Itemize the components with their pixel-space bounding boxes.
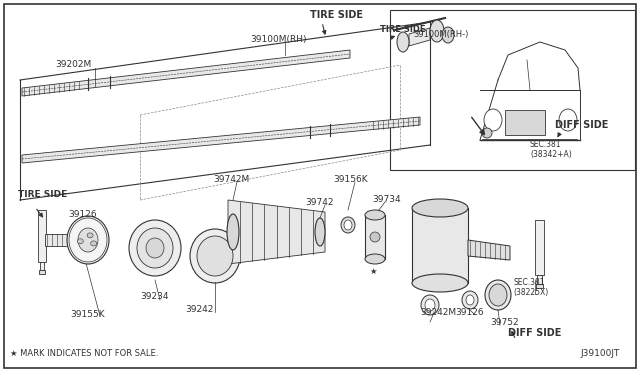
Ellipse shape (370, 232, 380, 242)
Text: 39100M(RH-): 39100M(RH-) (413, 30, 468, 39)
Ellipse shape (227, 214, 239, 250)
Text: 39100M(RH): 39100M(RH) (250, 35, 307, 44)
Text: 39242M: 39242M (420, 308, 456, 317)
Text: 39742: 39742 (305, 198, 333, 207)
Text: 39742M: 39742M (213, 175, 249, 184)
Polygon shape (537, 275, 542, 284)
Ellipse shape (91, 241, 97, 246)
Polygon shape (22, 117, 420, 163)
Polygon shape (412, 208, 468, 283)
Text: TIRE SIDE: TIRE SIDE (18, 190, 67, 199)
Text: SEC.381
(38342+A): SEC.381 (38342+A) (530, 140, 572, 159)
Text: ★ MARK INDICATES NOT FOR SALE.: ★ MARK INDICATES NOT FOR SALE. (10, 349, 158, 358)
Polygon shape (38, 210, 46, 262)
Polygon shape (468, 240, 510, 260)
Text: 39734: 39734 (372, 195, 401, 204)
Ellipse shape (397, 32, 409, 52)
Ellipse shape (466, 295, 474, 305)
Text: 39155K: 39155K (70, 310, 104, 319)
Ellipse shape (146, 238, 164, 258)
Ellipse shape (484, 109, 502, 131)
Text: ★: ★ (369, 267, 377, 276)
Ellipse shape (365, 254, 385, 264)
Ellipse shape (412, 199, 468, 217)
Text: TIRE SIDE: TIRE SIDE (310, 10, 363, 20)
Text: 39156K: 39156K (333, 175, 367, 184)
Text: 39234: 39234 (140, 292, 168, 301)
Text: DIFF SIDE: DIFF SIDE (508, 328, 561, 338)
Ellipse shape (421, 295, 439, 315)
Ellipse shape (430, 20, 444, 42)
Polygon shape (40, 262, 44, 270)
Text: 39242: 39242 (185, 305, 213, 314)
Polygon shape (228, 200, 325, 264)
Ellipse shape (77, 239, 83, 244)
Polygon shape (409, 28, 430, 46)
Text: DIFF SIDE: DIFF SIDE (555, 120, 609, 130)
Ellipse shape (190, 229, 240, 283)
Ellipse shape (489, 284, 507, 306)
Ellipse shape (129, 220, 181, 276)
Polygon shape (536, 284, 543, 288)
Ellipse shape (462, 291, 478, 309)
Ellipse shape (87, 233, 93, 238)
Ellipse shape (344, 220, 352, 230)
Ellipse shape (197, 236, 233, 276)
Text: 39126: 39126 (455, 308, 484, 317)
Ellipse shape (482, 128, 492, 138)
Text: SEC.381
(38225X): SEC.381 (38225X) (513, 278, 548, 297)
Text: J39100JT: J39100JT (580, 349, 620, 358)
Ellipse shape (425, 299, 435, 311)
Ellipse shape (67, 216, 109, 264)
Polygon shape (365, 215, 385, 259)
Ellipse shape (412, 274, 468, 292)
Text: TIRE SIDE: TIRE SIDE (380, 25, 426, 34)
Polygon shape (535, 220, 544, 275)
Text: 39202M: 39202M (55, 60, 92, 69)
Bar (390, 10, 635, 170)
Ellipse shape (69, 218, 107, 262)
Text: 39126: 39126 (68, 210, 97, 219)
Ellipse shape (315, 218, 325, 246)
Ellipse shape (442, 27, 454, 43)
Ellipse shape (365, 210, 385, 220)
Polygon shape (39, 270, 45, 274)
Ellipse shape (485, 280, 511, 310)
Ellipse shape (341, 217, 355, 233)
Ellipse shape (137, 228, 173, 268)
Polygon shape (22, 50, 350, 96)
Ellipse shape (559, 109, 577, 131)
Polygon shape (45, 234, 80, 246)
Text: 39752: 39752 (490, 318, 518, 327)
Ellipse shape (78, 228, 98, 252)
Bar (505, 110, 545, 135)
